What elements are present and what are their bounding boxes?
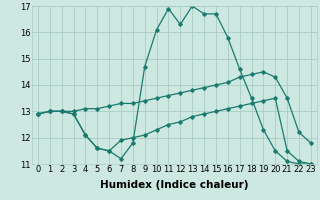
X-axis label: Humidex (Indice chaleur): Humidex (Indice chaleur) bbox=[100, 180, 249, 190]
